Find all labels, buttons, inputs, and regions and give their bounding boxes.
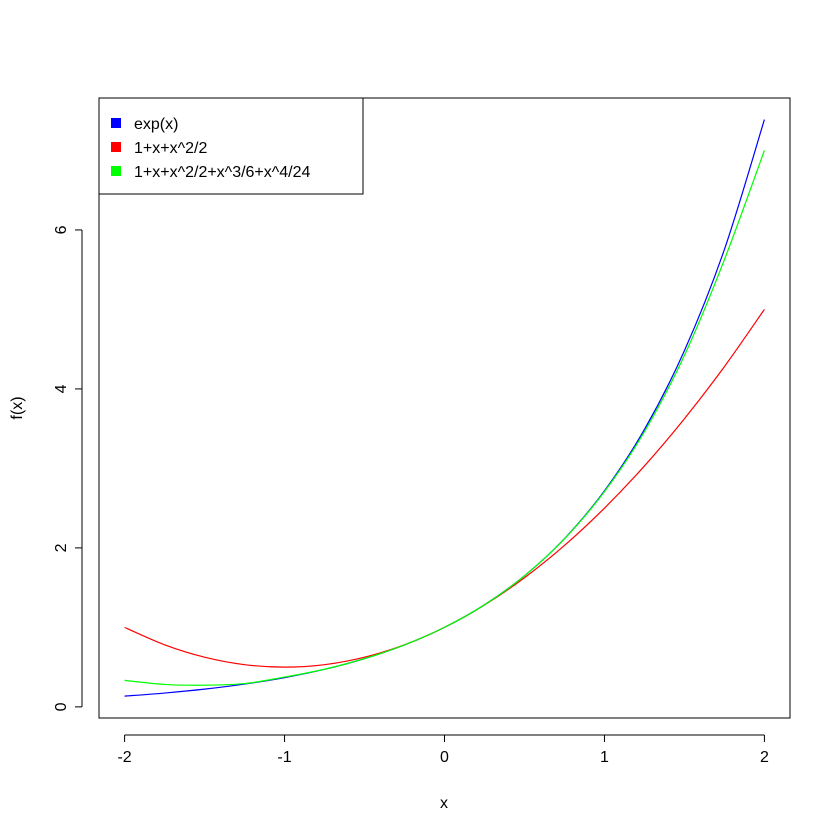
legend-swatch <box>111 118 121 128</box>
x-axis: -2 -1 0 1 2 <box>117 734 769 766</box>
legend-swatch <box>111 142 121 152</box>
plot-frame <box>98 97 791 719</box>
y-tick-label: 2 <box>53 543 70 552</box>
y-axis-title: f(x) <box>9 396 26 419</box>
legend-label: 1+x+x^2/2 <box>134 140 207 157</box>
y-axis: 0 2 4 6 <box>53 225 83 711</box>
y-tick-label: 4 <box>53 384 70 393</box>
x-tick-label: 0 <box>440 749 449 766</box>
series-line-3 <box>124 150 765 686</box>
x-tick-label: 2 <box>760 749 769 766</box>
legend-box <box>98 97 364 195</box>
x-tick-label: 1 <box>600 749 609 766</box>
x-axis-title: x <box>440 795 448 812</box>
y-tick-label: 6 <box>53 225 70 234</box>
x-tick-label: -2 <box>117 749 131 766</box>
legend-label: 1+x+x^2/2+x^3/6+x^4/24 <box>134 164 311 181</box>
legend-swatch <box>111 166 121 176</box>
x-tick-label: -1 <box>277 749 291 766</box>
legend-label: exp(x) <box>134 116 178 133</box>
series-lines <box>124 119 765 697</box>
legend: exp(x) 1+x+x^2/2 1+x+x^2/2+x^3/6+x^4/24 <box>98 97 364 195</box>
y-tick-label: 0 <box>53 702 70 711</box>
